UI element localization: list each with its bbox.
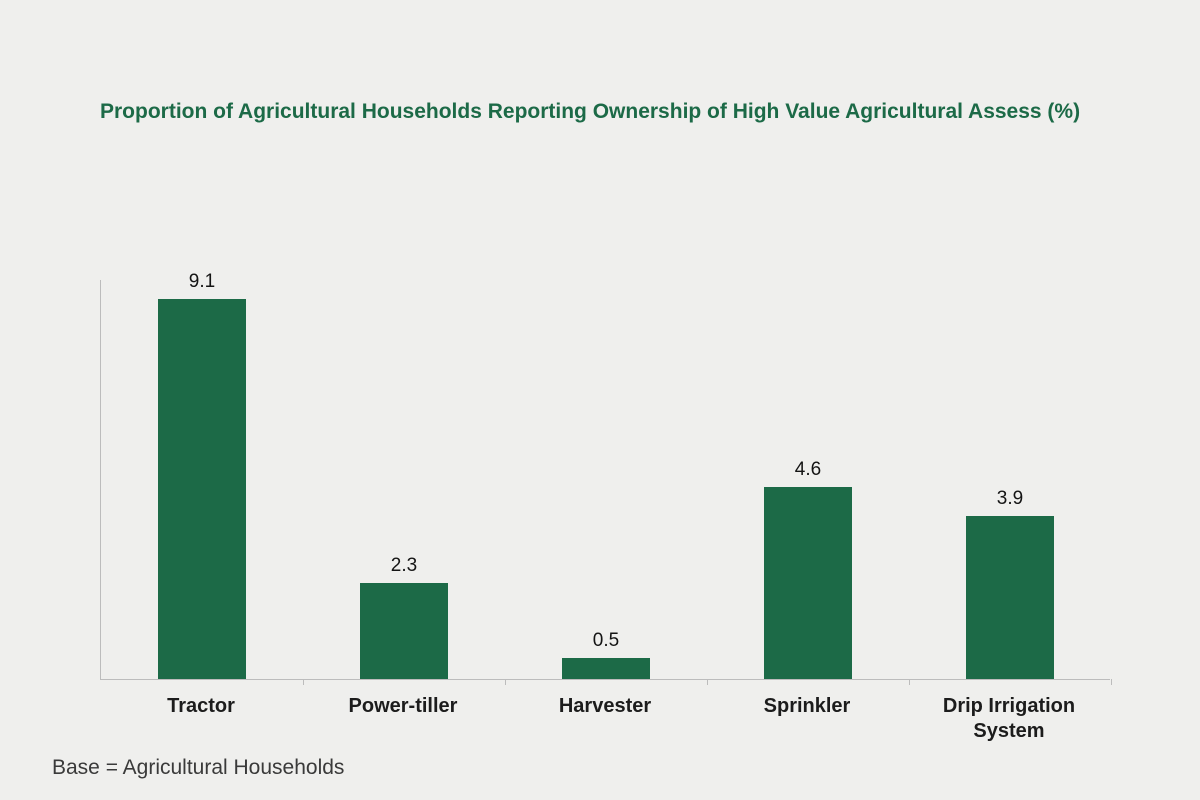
chart-title: Proportion of Agricultural Households Re… — [100, 100, 1140, 124]
category-label: Drip IrrigationSystem — [908, 694, 1110, 744]
bar-value-label: 2.3 — [303, 555, 505, 577]
bar — [966, 516, 1054, 679]
category-label: Sprinkler — [706, 694, 908, 719]
bar — [158, 299, 246, 679]
bar — [360, 583, 448, 679]
category-label: Tractor — [100, 694, 302, 719]
chart-plot: 9.12.30.54.63.9 — [100, 280, 1110, 680]
category-label: Power-tiller — [302, 694, 504, 719]
bar-slot: 0.5 — [505, 658, 707, 679]
bar-slot: 2.3 — [303, 583, 505, 679]
category-label: Harvester — [504, 694, 706, 719]
chart-footnote: Base = Agricultural Households — [52, 756, 344, 780]
bar-slot: 9.1 — [101, 299, 303, 679]
bar-slot: 3.9 — [909, 516, 1111, 679]
chart-area: 9.12.30.54.63.9 TractorPower-tillerHarve… — [100, 280, 1110, 680]
bar-value-label: 3.9 — [909, 488, 1111, 510]
bar-value-label: 4.6 — [707, 459, 909, 481]
category-axis: TractorPower-tillerHarvesterSprinklerDri… — [100, 680, 1110, 750]
bar — [562, 658, 650, 679]
bar — [764, 487, 852, 679]
bar-value-label: 9.1 — [101, 271, 303, 293]
bar-slot: 4.6 — [707, 487, 909, 679]
bar-value-label: 0.5 — [505, 630, 707, 652]
